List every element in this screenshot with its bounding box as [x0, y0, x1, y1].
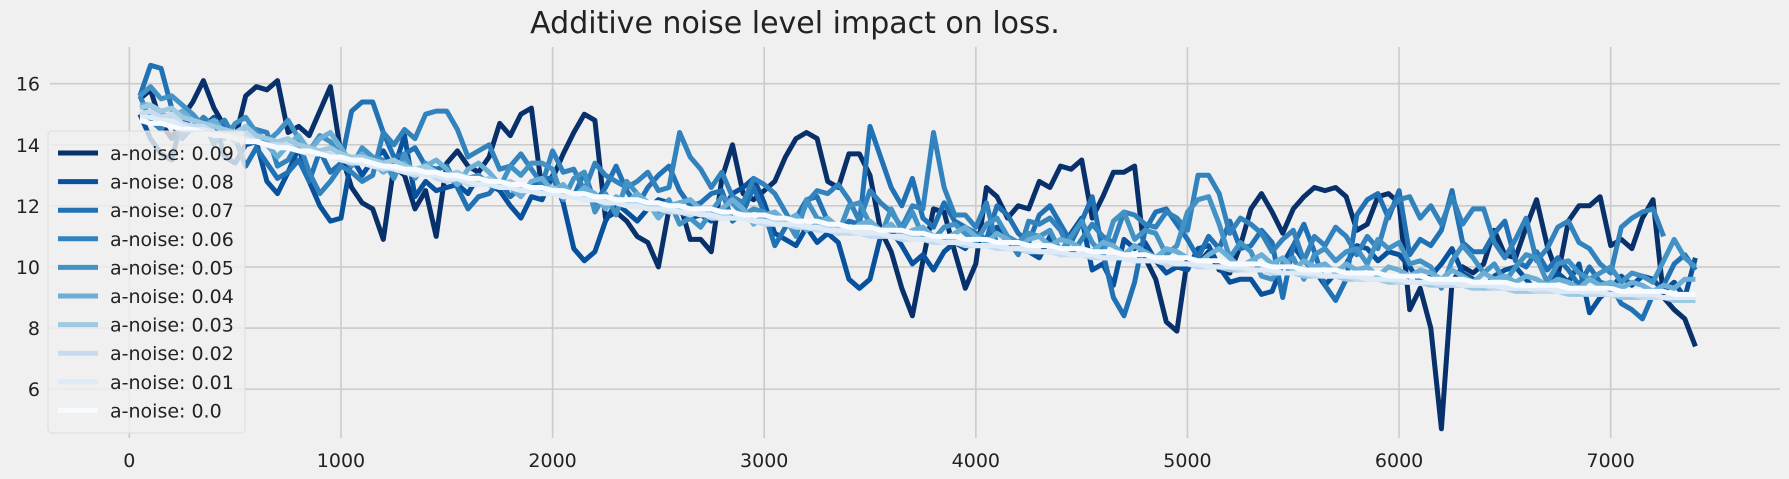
legend-label: a-noise: 0.06	[110, 229, 234, 251]
y-tick-label: 12	[16, 196, 40, 218]
chart-title: Additive noise level impact on loss.	[530, 6, 1060, 41]
x-tick-label: 5000	[1163, 450, 1211, 472]
series-line-0-0	[139, 117, 1696, 297]
y-tick-label: 16	[16, 74, 40, 96]
y-tick-label: 6	[28, 379, 40, 401]
x-tick-label: 2000	[528, 450, 576, 472]
legend-label: a-noise: 0.09	[110, 143, 234, 165]
x-tick-label: 3000	[740, 450, 788, 472]
x-tick-label: 6000	[1375, 450, 1423, 472]
legend-label: a-noise: 0.01	[110, 372, 234, 394]
legend-label: a-noise: 0.08	[110, 172, 234, 194]
legend: a-noise: 0.09 a-noise: 0.08 a-noise: 0.07 a…	[47, 130, 246, 434]
legend-label: a-noise: 0.07	[110, 200, 234, 222]
y-tick-label: 10	[16, 257, 40, 279]
legend-box	[47, 130, 246, 434]
series-line-0-08	[137, 113, 1698, 316]
legend-label: a-noise: 0.04	[110, 286, 234, 308]
x-axis-ticks: 0 1000 2000 3000 4000 5000 6000 7000	[123, 450, 1635, 472]
series-line-0-01	[139, 114, 1696, 300]
y-tick-label: 14	[16, 135, 40, 157]
y-axis-ticks: 6 8 10 12 14 16	[16, 74, 40, 401]
x-tick-label: 0	[123, 450, 135, 472]
x-tick-label: 1000	[317, 450, 365, 472]
series-lines	[137, 62, 1698, 432]
x-tick-label: 7000	[1587, 450, 1635, 472]
y-tick-label: 8	[28, 318, 40, 340]
legend-label: a-noise: 0.02	[110, 343, 234, 365]
legend-label: a-noise: 0.05	[110, 257, 234, 279]
legend-label: a-noise: 0.0	[110, 400, 222, 422]
series-line-0-07	[137, 62, 1698, 322]
x-tick-label: 4000	[952, 450, 1000, 472]
legend-label: a-noise: 0.03	[110, 315, 234, 337]
